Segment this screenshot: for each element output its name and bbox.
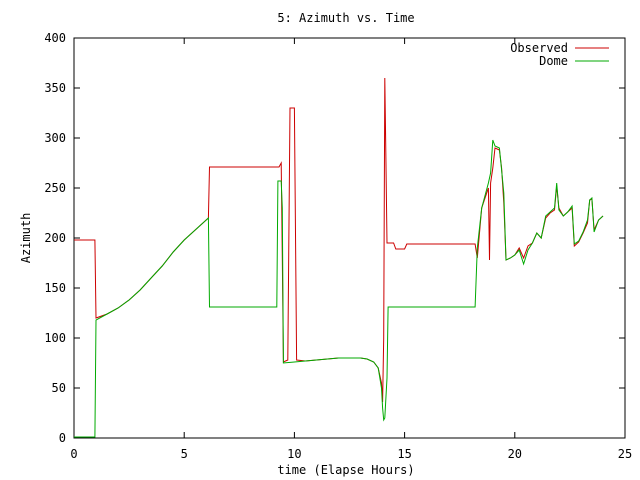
- y-tick-label: 50: [52, 381, 66, 395]
- x-axis-label: time (Elapse Hours): [277, 463, 414, 477]
- y-tick-label: 100: [44, 331, 66, 345]
- x-tick-label: 25: [618, 447, 632, 461]
- series-line-observed: [74, 77, 604, 403]
- x-tick-label: 0: [70, 447, 77, 461]
- y-tick-label: 300: [44, 131, 66, 145]
- y-axis-label: Azimuth: [19, 213, 33, 264]
- plot-frame: [73, 37, 626, 439]
- series-lines: [74, 77, 604, 438]
- x-tick-label: 20: [508, 447, 522, 461]
- y-tick-label: 200: [44, 231, 66, 245]
- x-tick-label: 10: [287, 447, 301, 461]
- x-tick-label: 5: [181, 447, 188, 461]
- legend-label: Observed: [510, 41, 568, 55]
- x-tick-label: 15: [397, 447, 411, 461]
- y-tick-label: 250: [44, 181, 66, 195]
- y-tick-label: 400: [44, 31, 66, 45]
- series-line-dome: [74, 139, 604, 438]
- y-tick-label: 150: [44, 281, 66, 295]
- legend-label: Dome: [539, 54, 568, 68]
- y-tick-label: 350: [44, 81, 66, 95]
- chart-title: 5: Azimuth vs. Time: [277, 11, 414, 25]
- y-tick-label: 0: [59, 431, 66, 445]
